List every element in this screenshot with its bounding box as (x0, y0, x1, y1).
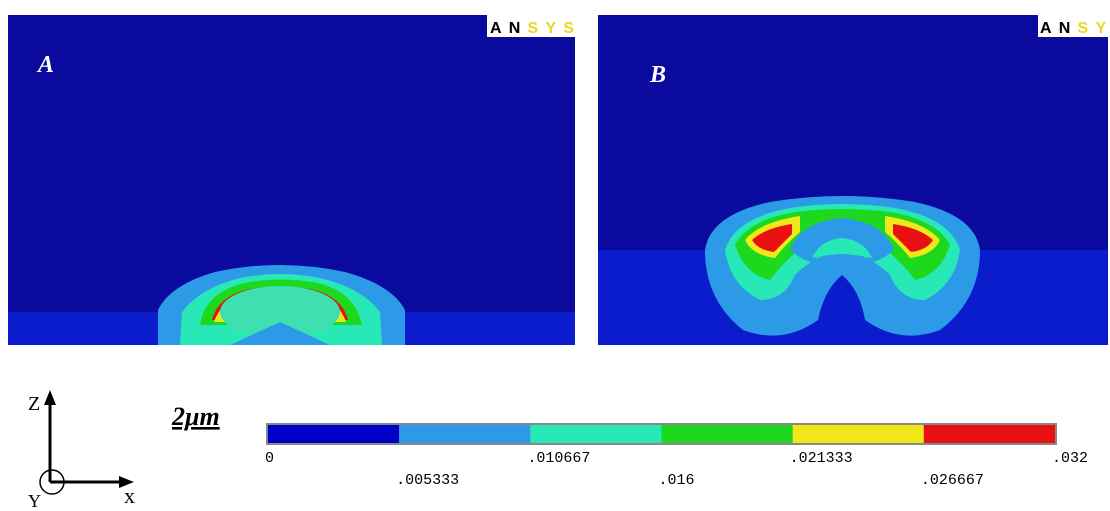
axis-label: x (124, 483, 135, 508)
colorbar-segment (924, 425, 1055, 443)
colorbar-label: .026667 (921, 472, 984, 489)
colorbar-label: .032 (1052, 450, 1088, 467)
axis-label: Z (28, 393, 40, 415)
colorbar-segment (399, 425, 530, 443)
axis-triad (40, 390, 134, 494)
scale-bar: 2μm (171, 402, 220, 431)
colorbar-label: .010667 (527, 450, 590, 467)
colorbar-segment (268, 425, 399, 443)
axis-label: Y (28, 491, 41, 511)
panel-a: A ANSYS (8, 15, 575, 345)
panel-label: B (649, 62, 666, 88)
colorbar-label: .005333 (396, 472, 459, 489)
colorbar-segment (530, 425, 661, 443)
panel-label: A (36, 52, 54, 78)
figure: A ANSYS B ANSYS Z Y x 2μm 0 .005333 .01066… (0, 0, 1110, 511)
colorbar-segment (662, 425, 793, 443)
colorbar-segment (793, 425, 924, 443)
colorbar-label: .016 (659, 472, 695, 489)
colorbar: 0 .005333 .010667 .016 .021333 .026667 .032 (265, 423, 1088, 489)
colorbar-label: .021333 (790, 450, 853, 467)
panel-b: B ANSYS (598, 15, 1110, 345)
arrowhead (44, 390, 56, 405)
colorbar-label: 0 (265, 450, 274, 467)
